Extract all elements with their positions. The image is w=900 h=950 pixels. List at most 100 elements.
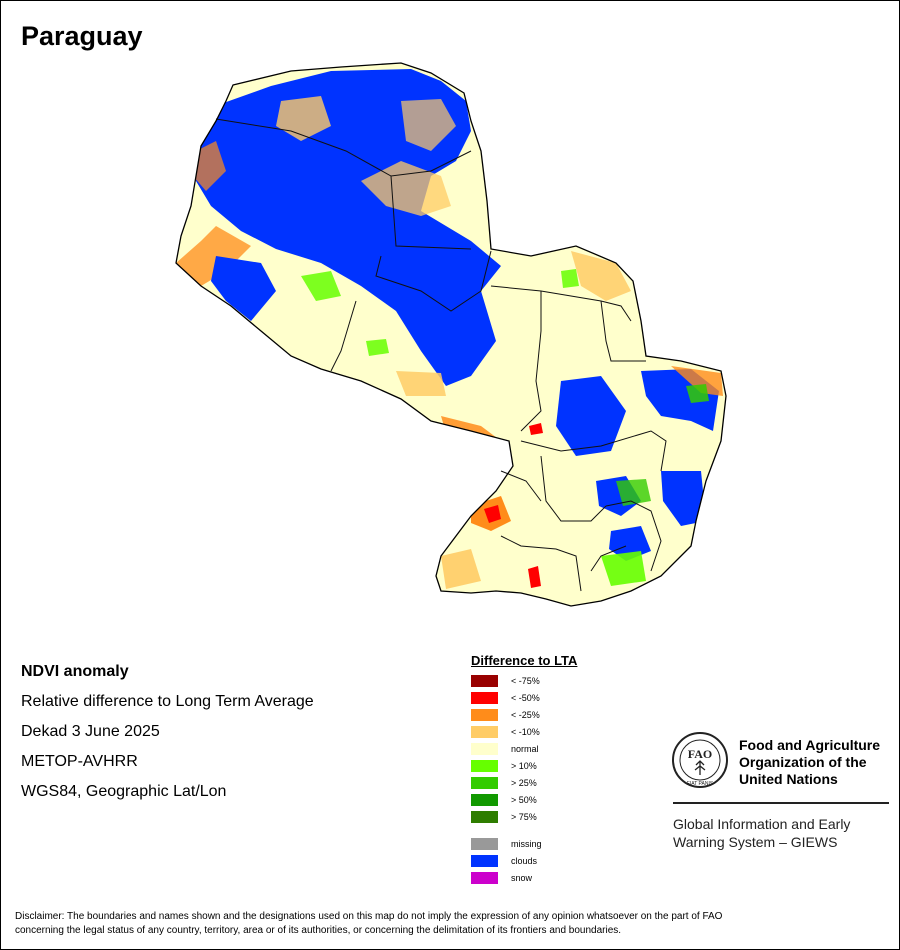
cloud-area-west [211, 256, 276, 321]
meta-heading: NDVI anomaly [21, 663, 129, 680]
boundary-line [490, 285, 632, 322]
legend-item: > 75% [471, 809, 641, 826]
legend-item: > 10% [471, 758, 641, 775]
moderate-negative-nw [193, 141, 226, 191]
legend-swatch [471, 760, 498, 772]
cloud-area-chaco [191, 69, 501, 386]
moderate-negative-ne [671, 366, 723, 396]
legend-item: > 50% [471, 792, 641, 809]
legend-swatch [471, 692, 498, 704]
giews-line-2: Warning System – GIEWS [673, 834, 838, 850]
giews-line-1: Global Information and Early [673, 816, 851, 832]
mild-negative-patch-2 [276, 96, 331, 141]
boundary-line [500, 535, 582, 592]
meta-line-2: Dekad 3 June 2025 [21, 723, 160, 740]
legend-label: < -25% [511, 710, 540, 720]
legend-label: missing [511, 839, 542, 849]
giews-name: Global Information and Early Warning Sys… [673, 815, 850, 851]
legend-other: missing clouds snow [471, 836, 641, 887]
legend-label: > 75% [511, 812, 537, 822]
svg-text:FAO: FAO [688, 747, 712, 761]
strong-negative-sw [484, 505, 501, 523]
fao-name: Food and Agriculture Organization of the… [739, 737, 880, 788]
country-outline [175, 62, 727, 607]
legend-title: Difference to LTA [471, 653, 578, 668]
mild-negative-sw [441, 549, 481, 589]
legend-swatch [471, 811, 498, 823]
positive-patch-4 [686, 384, 709, 403]
legend-label: > 50% [511, 795, 537, 805]
positive-patch-6 [366, 339, 389, 356]
legend-item: > 25% [471, 775, 641, 792]
legend-item: < -50% [471, 690, 641, 707]
positive-patch-3 [616, 479, 651, 506]
department-boundaries [215, 118, 667, 592]
fao-logo-icon: FAO FIAT PANIS [672, 732, 728, 788]
boundary-line [605, 500, 662, 572]
fao-name-line-2: Organization of the [739, 754, 867, 770]
meta-line-4: WGS84, Geographic Lat/Lon [21, 783, 227, 800]
boundary-line [215, 118, 472, 177]
legend-label: < -50% [511, 693, 540, 703]
ndvi-raster [176, 63, 726, 606]
legend-label: > 25% [511, 778, 537, 788]
strong-negative-south [528, 566, 541, 588]
legend-swatch [471, 675, 498, 687]
legend: Difference to LTA < -75% < -50% < -25% < -1… [471, 653, 641, 887]
boundary-line [590, 545, 627, 572]
mild-negative-patch-3 [401, 99, 456, 151]
cloud-area-southeast [661, 471, 706, 526]
boundary-line [520, 291, 542, 432]
divider [673, 802, 889, 804]
legend-label: < -10% [511, 727, 540, 737]
legend-swatch [471, 794, 498, 806]
boundary-line [390, 175, 472, 250]
legend-classes: < -75% < -50% < -25% < -10% normal > 10% > 25%… [471, 673, 641, 826]
boundary-line [600, 300, 646, 362]
positive-patch-1 [301, 271, 341, 301]
legend-swatch [471, 838, 498, 850]
legend-swatch [471, 872, 498, 884]
legend-swatch [471, 726, 498, 738]
boundary-line [375, 250, 492, 312]
legend-item: < -10% [471, 724, 641, 741]
positive-patch-5 [561, 269, 579, 288]
legend-swatch [471, 777, 498, 789]
map-metadata: NDVI anomaly Relative difference to Long… [21, 657, 314, 807]
legend-item: clouds [471, 853, 641, 870]
legend-swatch [471, 709, 498, 721]
legend-label: snow [511, 873, 533, 883]
cloud-area-east [556, 376, 626, 456]
boundary-line [330, 300, 357, 372]
boundary-line [500, 470, 542, 502]
legend-item: < -25% [471, 707, 641, 724]
map-title: Paraguay [21, 21, 143, 51]
disclaimer-line-1: Disclaimer: The boundaries and names sho… [15, 911, 723, 922]
ndvi-anomaly-map [175, 62, 727, 607]
legend-label: < -75% [511, 676, 540, 686]
legend-item: snow [471, 870, 641, 887]
disclaimer: Disclaimer: The boundaries and names sho… [15, 910, 887, 938]
moderate-negative-west [176, 226, 251, 286]
legend-item: normal [471, 741, 641, 758]
svg-text:FIAT PANIS: FIAT PANIS [687, 781, 714, 787]
legend-item: missing [471, 836, 641, 853]
positive-patch-2 [601, 551, 646, 586]
legend-label: normal [511, 744, 539, 754]
disclaimer-line-2: concerning the legal status of any count… [15, 925, 622, 936]
meta-line-3: METOP-AVHRR [21, 753, 138, 770]
meta-line-1: Relative difference to Long Term Average [21, 693, 314, 710]
strong-negative-central [529, 423, 543, 435]
fao-name-line-1: Food and Agriculture [739, 737, 881, 753]
legend-swatch [471, 743, 498, 755]
legend-label: > 10% [511, 761, 537, 771]
legend-label: clouds [511, 856, 538, 866]
boundary-line [540, 455, 607, 522]
legend-item: < -75% [471, 673, 641, 690]
mild-negative-central [396, 371, 446, 396]
fao-name-line-3: United Nations [739, 771, 838, 787]
legend-swatch [471, 855, 498, 867]
boundary-line [520, 430, 667, 472]
mild-negative-patch [361, 161, 451, 216]
